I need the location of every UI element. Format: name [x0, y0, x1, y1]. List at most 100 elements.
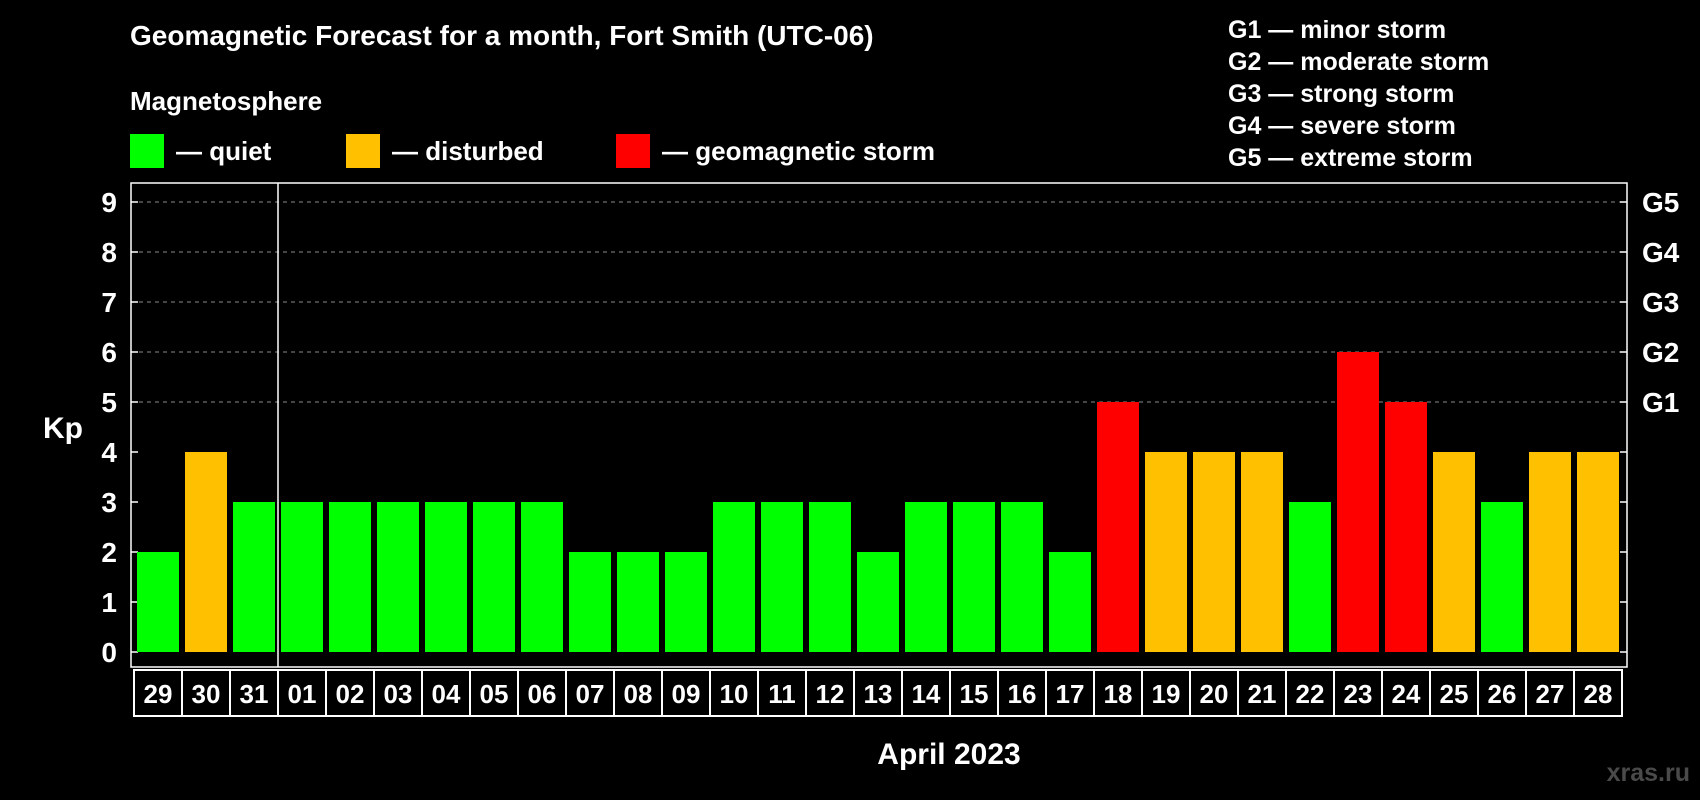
disturbed-swatch: [346, 134, 380, 168]
kp-bar: [857, 552, 899, 652]
kp-bar: [1097, 402, 1139, 652]
y-tick-label: 7: [101, 287, 117, 318]
kp-bar: [1289, 502, 1331, 652]
date-label: 02: [336, 679, 365, 709]
date-label: 31: [240, 679, 269, 709]
date-label: 22: [1296, 679, 1325, 709]
date-label: 08: [624, 679, 653, 709]
kp-bar: [617, 552, 659, 652]
legend-quiet-label: — quiet: [176, 135, 272, 166]
g2-legend: G2 — moderate storm: [1228, 48, 1490, 76]
date-label: 13: [864, 679, 893, 709]
g-scale-legend: G1 — minor storm G2 — moderate storm G3 …: [1228, 14, 1489, 174]
date-label: 04: [432, 679, 461, 709]
date-label: 11: [768, 679, 796, 709]
date-label: 09: [672, 679, 701, 709]
y-tick-label: 5: [101, 387, 117, 418]
y-tick-label: 9: [101, 187, 117, 218]
kp-bar: [1433, 452, 1475, 652]
date-label: 01: [288, 679, 317, 709]
y-tick-label: 2: [101, 537, 117, 568]
date-label: 29: [144, 679, 173, 709]
kp-bar: [281, 502, 323, 652]
date-label: 15: [960, 679, 989, 709]
kp-bar: [713, 502, 755, 652]
kp-bar: [1385, 402, 1427, 652]
kp-bar: [473, 502, 515, 652]
kp-bar: [665, 552, 707, 652]
date-label: 14: [912, 679, 941, 709]
g-axis-label: G3: [1642, 287, 1679, 318]
date-label: 26: [1488, 679, 1517, 709]
y-tick-label: 4: [101, 437, 117, 468]
g5-legend: G5 — extreme storm: [1228, 144, 1473, 172]
y-tick-label: 6: [101, 337, 117, 368]
date-label: 25: [1440, 679, 1469, 709]
y-tick-label: 0: [101, 637, 117, 668]
legend-disturbed-label: — disturbed: [392, 135, 544, 166]
date-label: 06: [528, 679, 557, 709]
date-label: 28: [1584, 679, 1613, 709]
date-label: 17: [1056, 679, 1085, 709]
x-axis-label: April 2023: [877, 738, 1020, 771]
g-axis-label: G5: [1642, 187, 1679, 218]
date-label: 27: [1536, 679, 1565, 709]
kp-bar: [1529, 452, 1571, 652]
quiet-swatch: [130, 134, 164, 168]
magnetosphere-label: Magnetosphere: [130, 86, 323, 116]
date-label: 07: [576, 679, 605, 709]
date-label: 24: [1392, 679, 1421, 709]
kp-bar: [329, 502, 371, 652]
date-label: 16: [1008, 679, 1037, 709]
kp-bar: [1001, 502, 1043, 652]
kp-bar: [953, 502, 995, 652]
y-axis-label: Kp: [43, 412, 83, 445]
kp-bar: [185, 452, 227, 652]
kp-bar: [521, 502, 563, 652]
kp-bar: [233, 502, 275, 652]
date-label: 12: [816, 679, 845, 709]
g3-legend: G3 — strong storm: [1228, 80, 1455, 108]
g1-legend: G1 — minor storm: [1228, 16, 1447, 44]
storm-swatch: [616, 134, 650, 168]
g-axis-label: G1: [1642, 387, 1679, 418]
date-label: 19: [1152, 679, 1181, 709]
kp-bar: [1481, 502, 1523, 652]
kp-bar: [1241, 452, 1283, 652]
g-axis-label: G2: [1642, 337, 1679, 368]
legend-storm-label: — geomagnetic storm: [662, 135, 936, 166]
date-label: 20: [1200, 679, 1229, 709]
date-row: [133, 669, 1623, 717]
kp-bar: [1145, 452, 1187, 652]
g-axis-label: G4: [1642, 237, 1680, 268]
g4-legend: G4 — severe storm: [1228, 112, 1456, 140]
y-tick-label: 1: [101, 587, 117, 618]
date-label: 30: [192, 679, 221, 709]
kp-bar: [137, 552, 179, 652]
kp-bar: [377, 502, 419, 652]
kp-bar: [809, 502, 851, 652]
kp-bar: [905, 502, 947, 652]
date-label: 10: [720, 679, 749, 709]
date-label: 21: [1248, 679, 1277, 709]
y-tick-label: 8: [101, 237, 117, 268]
date-label: 03: [384, 679, 413, 709]
kp-bar: [761, 502, 803, 652]
kp-bar: [1337, 352, 1379, 652]
plot-frame: [130, 182, 1628, 668]
date-label: 18: [1104, 679, 1133, 709]
date-label: 05: [480, 679, 509, 709]
legend-item-quiet: — quiet: [130, 134, 271, 168]
kp-bar: [569, 552, 611, 652]
watermark: xras.ru: [1606, 759, 1690, 787]
date-label: 23: [1344, 679, 1373, 709]
kp-bar: [425, 502, 467, 652]
legend-item-disturbed: — disturbed: [346, 134, 544, 168]
kp-bar: [1193, 452, 1235, 652]
y-tick-label: 3: [101, 487, 117, 518]
legend-item-storm: — geomagnetic storm: [616, 134, 935, 168]
kp-bar: [1049, 552, 1091, 652]
kp-bar: [1577, 452, 1619, 652]
chart-title: Geomagnetic Forecast for a month, Fort S…: [130, 20, 874, 51]
